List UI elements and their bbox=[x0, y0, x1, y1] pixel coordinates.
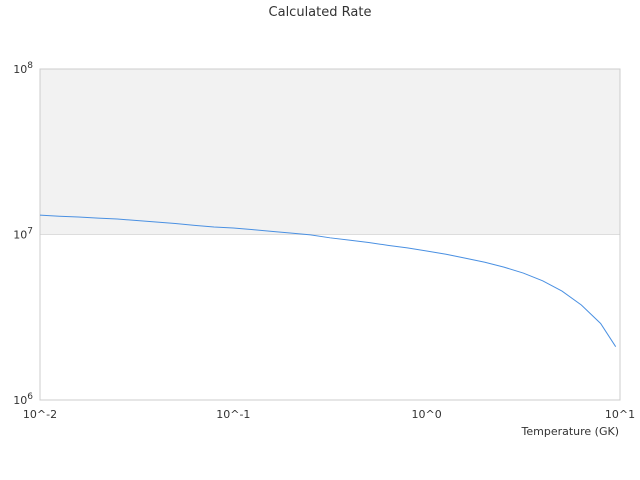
x-tick-labels: 10^-2 10^-1 10^0 10^1 bbox=[23, 408, 635, 421]
x-tick-label: 10^-1 bbox=[216, 408, 250, 421]
x-tick-label: 10^-2 bbox=[23, 408, 57, 421]
y-tick-label: 108 bbox=[13, 61, 33, 76]
x-axis-title: Temperature (GK) bbox=[521, 425, 620, 438]
shaded-band-layer bbox=[40, 69, 620, 235]
shaded-band bbox=[40, 69, 620, 235]
y-tick-labels: 106 107 108 bbox=[13, 61, 33, 407]
x-tick-label: 10^1 bbox=[605, 408, 635, 421]
plot-frame bbox=[39, 68, 621, 401]
axis-layer bbox=[39, 68, 621, 401]
y-tick-label: 106 bbox=[13, 392, 33, 407]
y-tick-label: 107 bbox=[13, 227, 33, 242]
chart-title: Calculated Rate bbox=[269, 5, 372, 20]
series-layer bbox=[39, 214, 617, 347]
series-line-0 bbox=[39, 214, 617, 347]
x-tick-label: 10^0 bbox=[412, 408, 442, 421]
